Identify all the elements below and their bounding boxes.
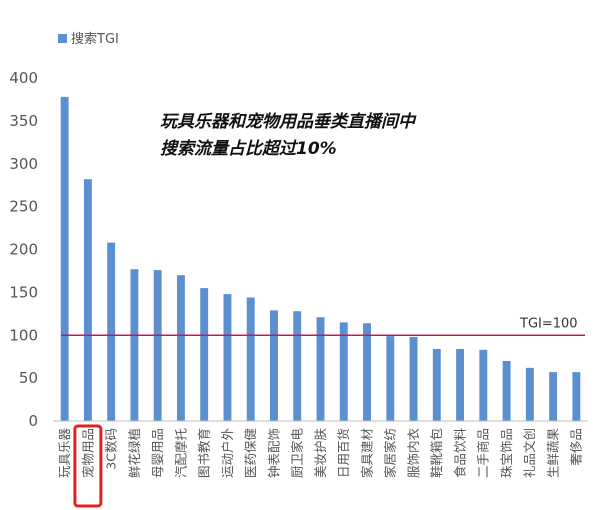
y-tick-label: 350 bbox=[9, 112, 38, 130]
bar bbox=[525, 367, 534, 421]
y-tick-label: 100 bbox=[9, 326, 38, 344]
bar bbox=[83, 179, 92, 421]
x-tick-label: 医药保健 bbox=[243, 428, 258, 479]
x-tick-label: 汽配摩托 bbox=[173, 428, 188, 478]
highlight-box bbox=[73, 424, 103, 508]
x-tick-label: 生鲜蔬果 bbox=[545, 428, 560, 479]
bar bbox=[107, 242, 116, 421]
x-tick-label: 母婴用品 bbox=[150, 428, 165, 478]
bar bbox=[60, 96, 69, 422]
y-tick-label: 250 bbox=[9, 198, 38, 216]
bar bbox=[293, 311, 302, 421]
bar bbox=[176, 275, 185, 421]
x-tick-label: 钟表配饰 bbox=[266, 428, 281, 478]
y-tick-label: 200 bbox=[9, 241, 38, 259]
x-tick-label: 日用百货 bbox=[336, 428, 351, 478]
bar bbox=[456, 348, 465, 421]
y-axis-ticks: 0 50 100 150 200 250 300 350 400 bbox=[9, 69, 38, 430]
x-tick-label: 礼品文创 bbox=[522, 428, 537, 478]
bar-series bbox=[60, 96, 581, 422]
bar bbox=[339, 322, 348, 421]
x-tick-label: 玩具乐器 bbox=[57, 428, 72, 479]
x-tick-label: 食品饮料 bbox=[452, 428, 467, 479]
bar bbox=[502, 360, 511, 421]
y-tick-label: 150 bbox=[9, 283, 38, 301]
x-tick-label: 运动户外 bbox=[220, 428, 235, 479]
bar bbox=[432, 348, 441, 421]
x-tick-label: 家具建材 bbox=[359, 428, 374, 478]
x-tick-label: 奢侈品 bbox=[569, 428, 584, 466]
x-tick-label: 3C数码 bbox=[104, 428, 119, 470]
annotation-line-2: 搜索流量占比超过10% bbox=[160, 139, 337, 159]
bar bbox=[200, 288, 209, 421]
legend-label: 搜索TGI bbox=[71, 32, 119, 47]
bar bbox=[479, 349, 488, 421]
x-tick-label: 宠物用品 bbox=[80, 428, 95, 478]
x-tick-label: 服饰内衣 bbox=[406, 428, 421, 479]
legend-swatch bbox=[58, 34, 67, 43]
bar bbox=[223, 294, 232, 421]
bar bbox=[386, 336, 395, 421]
bar bbox=[409, 336, 418, 421]
bar bbox=[130, 269, 139, 421]
reference-line-label: TGI=100 bbox=[519, 316, 578, 331]
bar bbox=[363, 323, 371, 421]
bar bbox=[316, 317, 325, 421]
y-tick-label: 50 bbox=[19, 369, 38, 387]
x-tick-label: 美妆护肤 bbox=[313, 428, 328, 479]
bar bbox=[549, 372, 558, 421]
bar bbox=[153, 270, 162, 421]
x-tick-label: 鞋靴箱包 bbox=[429, 428, 444, 478]
x-tick-label: 二手商品 bbox=[476, 428, 491, 478]
x-tick-label: 图书教育 bbox=[197, 428, 212, 478]
x-tick-label: 珠宝饰品 bbox=[499, 428, 514, 478]
bar bbox=[270, 310, 278, 421]
bar bbox=[572, 372, 581, 421]
bar bbox=[246, 297, 255, 421]
x-axis-categories: 玩具乐器 宠物用品 3C数码 鲜花绿植 母婴用品 汽配摩托 图书教育 运动户外 医药保健 钟表配饰… bbox=[57, 428, 584, 479]
y-tick-label: 400 bbox=[9, 69, 38, 87]
y-tick-label: 300 bbox=[9, 155, 38, 173]
y-tick-label: 0 bbox=[28, 412, 38, 430]
annotation-line-1: 玩具乐器和宠物用品垂类直播间中 bbox=[160, 112, 417, 132]
x-tick-label: 家居家纺 bbox=[383, 428, 398, 478]
x-tick-label: 厨卫家电 bbox=[290, 428, 305, 479]
x-tick-label: 鲜花绿植 bbox=[127, 428, 142, 478]
